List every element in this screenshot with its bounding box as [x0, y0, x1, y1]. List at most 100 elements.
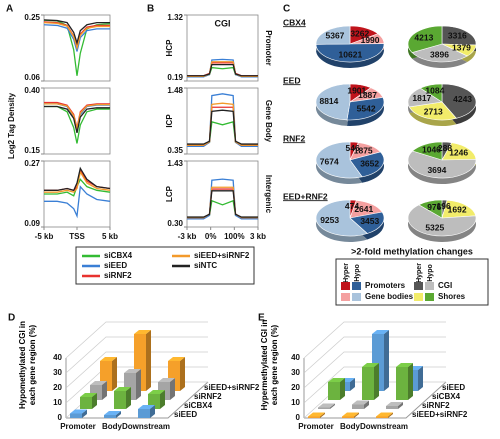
bar-top	[124, 369, 141, 373]
x-tick-label: Promoter	[298, 422, 334, 431]
bar-top	[328, 378, 345, 382]
legend-label: Gene bodies	[365, 292, 414, 301]
axis-floor	[66, 381, 209, 419]
pie-slice	[419, 83, 443, 103]
bar-side	[150, 405, 155, 418]
pie-slice	[411, 141, 443, 161]
bar	[308, 416, 320, 418]
bar	[114, 391, 126, 409]
slice-label: 5325	[425, 223, 444, 233]
x-tick-label: Body	[340, 422, 361, 431]
y-tick-label: 0.09	[24, 219, 40, 228]
pie-slice	[315, 83, 351, 121]
bar	[342, 416, 354, 418]
bar-side	[364, 400, 369, 409]
bar	[328, 382, 340, 400]
slice-label: 8814	[319, 96, 338, 106]
panel-label: D	[8, 313, 15, 324]
legend-label: Shores	[438, 292, 466, 301]
bar-top	[80, 393, 97, 397]
line-series	[43, 24, 110, 52]
legend-swatch	[425, 282, 434, 290]
y-tick-label: 0.15	[24, 146, 40, 155]
slice-label: 288	[438, 143, 452, 153]
x-tick-label: Promoter	[60, 422, 96, 431]
line-series	[44, 105, 110, 144]
x-tick-label: 3 kb	[250, 232, 266, 241]
bar-side	[116, 411, 121, 418]
slice-label: 1246	[449, 147, 468, 157]
bar-top	[342, 412, 359, 417]
row-label: EED	[283, 75, 300, 85]
slice-label: 976	[427, 202, 441, 212]
slice-label: 196	[436, 201, 450, 211]
y-tick-label: 0	[296, 413, 301, 422]
slice-label: 546	[346, 143, 360, 153]
pie-slice	[441, 142, 477, 161]
y-tick-label: 1.48	[167, 86, 183, 95]
pie-slice	[346, 97, 385, 121]
bar	[386, 406, 398, 409]
row-label: EED+RNF2	[283, 191, 328, 201]
line-series	[44, 170, 111, 193]
chart-title: CGI	[214, 18, 230, 28]
bar-top	[318, 403, 335, 408]
slice-label: 3316	[448, 31, 467, 41]
line-series	[43, 21, 110, 51]
x-tick-label: -5 kb	[35, 232, 54, 241]
line-series	[187, 190, 258, 218]
slice-label: 2641	[354, 204, 373, 214]
slice-label: 1901	[347, 86, 366, 96]
series-label: siRNF2	[422, 401, 450, 410]
x-tick-label: 100%	[224, 232, 244, 241]
y-tick-label: 0	[58, 413, 63, 422]
line-series	[187, 93, 258, 148]
bar	[376, 416, 388, 418]
series-label: siCBX4	[184, 401, 213, 410]
axis-floor	[304, 381, 447, 419]
bar-top	[352, 400, 369, 405]
bar	[318, 407, 330, 409]
side-label: Intergenic	[264, 175, 273, 214]
row-label: CBX4	[283, 17, 306, 27]
line-series	[187, 109, 258, 145]
slice-label: 3896	[430, 49, 449, 59]
legend-label: siEED	[104, 261, 127, 270]
series-label: siEED	[442, 383, 465, 392]
grid-line	[65, 321, 208, 359]
y-tick-label: 10	[291, 398, 300, 407]
grid-line	[65, 351, 208, 389]
bar-side	[418, 366, 423, 391]
x-tick-label: 5 kb	[102, 232, 118, 241]
legend-swatch	[414, 293, 423, 301]
line-series	[44, 166, 111, 192]
grid-line	[303, 321, 446, 359]
y-axis-label: ICP	[165, 114, 174, 128]
pie-slice	[441, 25, 477, 46]
panel-label: A	[6, 4, 13, 15]
slice-label: 3453	[360, 216, 379, 226]
y-tick-label: 30	[53, 368, 62, 377]
side-label: Gene Body	[264, 100, 273, 143]
bar-top	[168, 357, 185, 361]
legend-swatch	[341, 293, 350, 301]
bar-top	[396, 363, 413, 367]
bar-top	[100, 357, 117, 361]
y-tick-label: 10	[53, 398, 62, 407]
x-tick-label: Downstream	[122, 422, 170, 431]
bar-side	[388, 412, 393, 418]
legend-swatch	[352, 282, 361, 290]
bar	[80, 397, 92, 409]
slice-label: 4243	[453, 94, 472, 104]
x-tick-label: TSS	[69, 232, 85, 241]
pie-slice	[407, 204, 477, 237]
bar-top	[376, 412, 393, 417]
line-series	[44, 105, 110, 134]
bar-side	[160, 390, 165, 409]
grid-line	[303, 351, 446, 389]
slice-label: 1990	[361, 35, 380, 45]
bar-top	[104, 411, 121, 415]
legend-swatch	[352, 293, 361, 301]
